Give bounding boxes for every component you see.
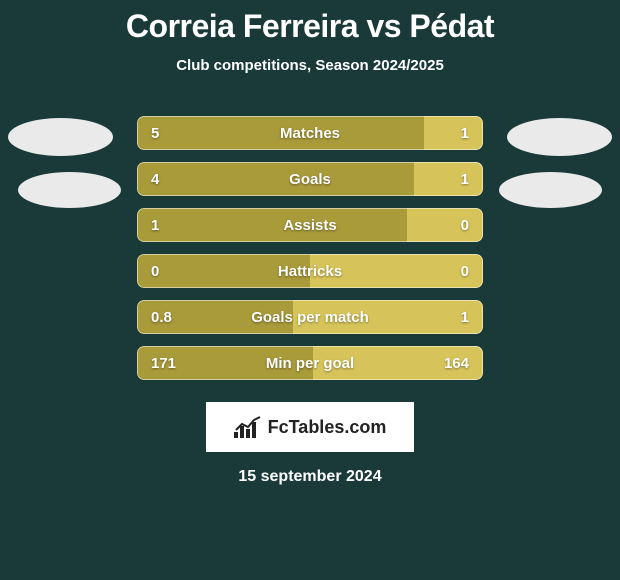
- stat-row: 4Goals1: [137, 162, 483, 196]
- stat-label: Goals: [187, 171, 433, 188]
- stat-value-left: 1: [137, 217, 187, 234]
- stat-row: 171Min per goal164: [137, 346, 483, 380]
- stat-label: Goals per match: [187, 309, 433, 326]
- stat-label: Assists: [187, 217, 433, 234]
- stat-value-left: 0: [137, 263, 187, 280]
- player1-avatar-bottom: [18, 172, 121, 208]
- stat-label: Matches: [187, 125, 433, 142]
- stat-value-left: 4: [137, 171, 187, 188]
- page-title: Correia Ferreira vs Pédat: [126, 8, 494, 45]
- fctables-logo-icon: [234, 416, 262, 438]
- stat-label: Min per goal: [187, 355, 433, 372]
- stat-value-right: 0: [433, 217, 483, 234]
- subtitle: Club competitions, Season 2024/2025: [176, 57, 444, 74]
- stat-row: 0.8Goals per match1: [137, 300, 483, 334]
- stat-value-right: 1: [433, 125, 483, 142]
- stats-list: 5Matches14Goals11Assists00Hattricks00.8G…: [137, 116, 483, 380]
- stat-value-right: 164: [433, 355, 483, 372]
- stat-value-left: 0.8: [137, 309, 187, 326]
- stat-row: 0Hattricks0: [137, 254, 483, 288]
- stat-value-left: 5: [137, 125, 187, 142]
- stat-value-right: 1: [433, 171, 483, 188]
- stat-row: 1Assists0: [137, 208, 483, 242]
- logo-text: FcTables.com: [268, 417, 387, 438]
- player2-avatar-top: [507, 118, 612, 156]
- stat-value-left: 171: [137, 355, 187, 372]
- logo-box: FcTables.com: [206, 402, 414, 452]
- player1-avatar-top: [8, 118, 113, 156]
- player2-avatar-bottom: [499, 172, 602, 208]
- date-label: 15 september 2024: [238, 468, 381, 486]
- stat-value-right: 0: [433, 263, 483, 280]
- stat-label: Hattricks: [187, 263, 433, 280]
- stat-row: 5Matches1: [137, 116, 483, 150]
- stat-value-right: 1: [433, 309, 483, 326]
